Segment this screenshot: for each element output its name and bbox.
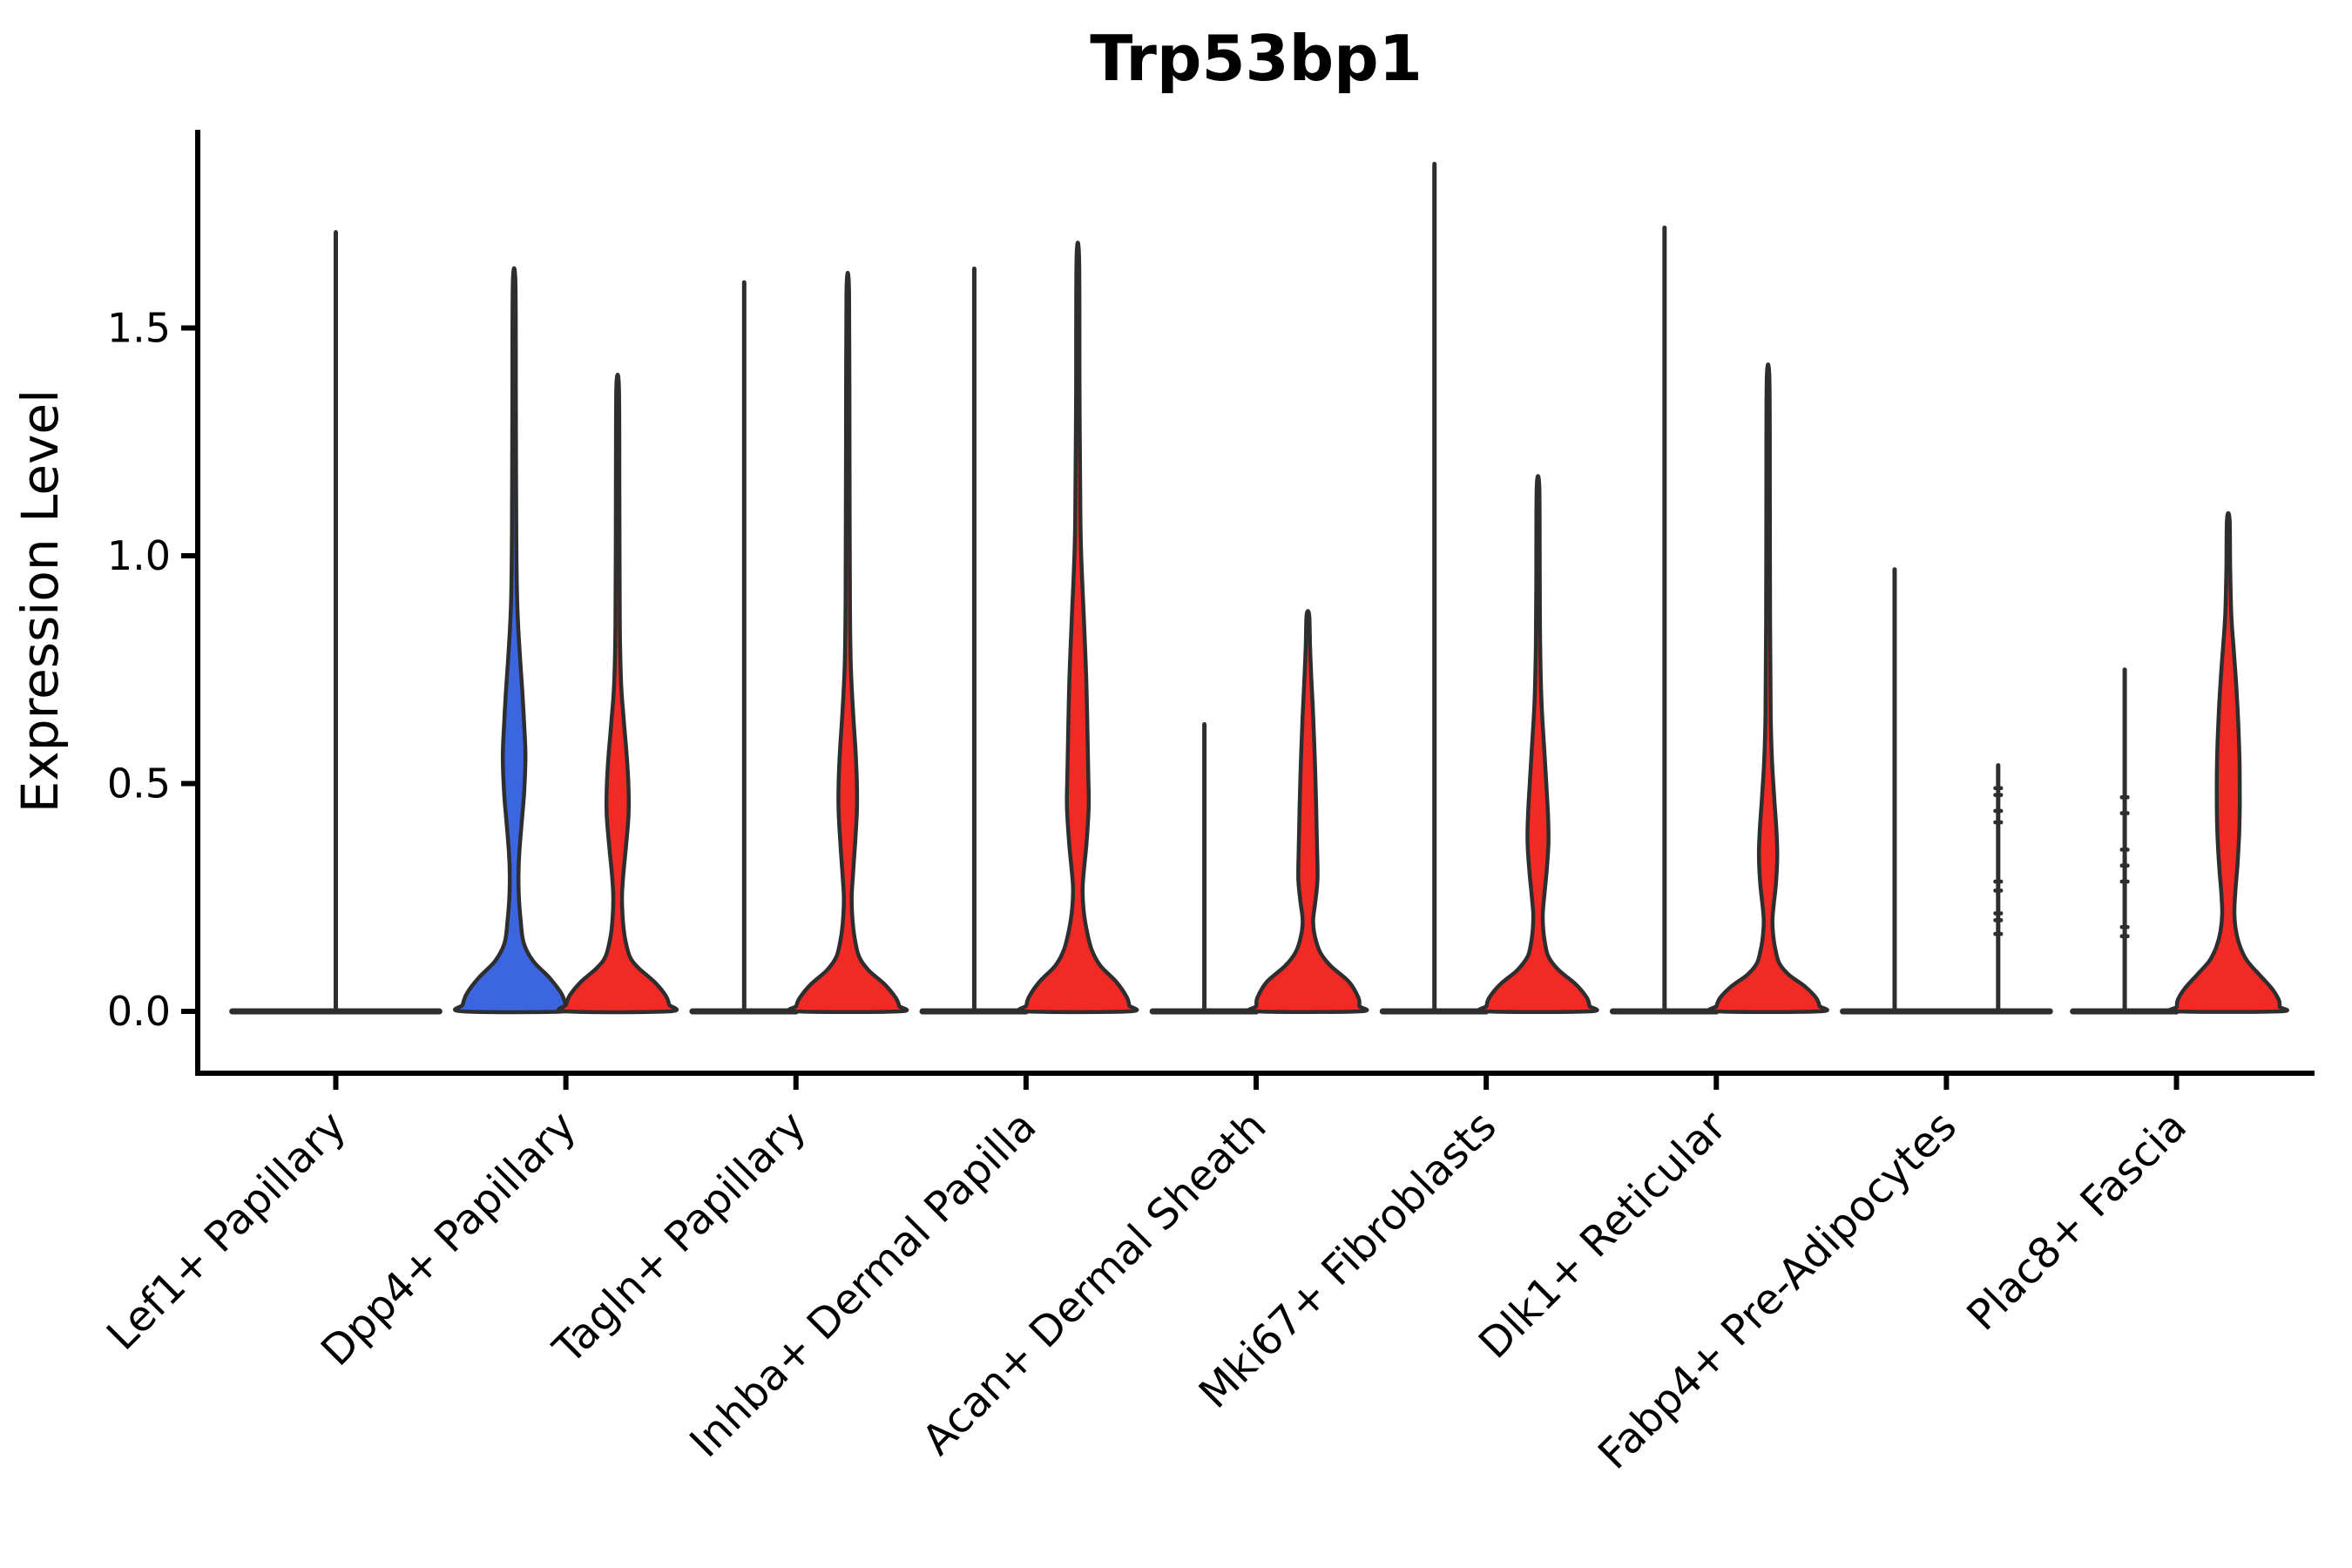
- expression-point-mark: [2119, 811, 2130, 815]
- expression-point-mark: [1993, 911, 2004, 916]
- expression-point-mark: [2119, 848, 2130, 852]
- chart-title: Trp53bp1: [1090, 22, 1423, 95]
- violin-left-Dpp4+ Papillary: [453, 266, 576, 1015]
- violin-right-Inhba+ Dermal Papilla: [1017, 240, 1139, 1015]
- expression-point-mark: [1993, 918, 2004, 923]
- expression-point-mark: [1993, 889, 2004, 893]
- expression-point-mark: [1993, 931, 2004, 936]
- y-tick-label: 0.5: [107, 760, 171, 808]
- violin-right-Plac8+ Fascia: [2167, 510, 2289, 1014]
- expression-point-mark: [2119, 794, 2130, 800]
- y-tick-label: 0.0: [107, 988, 171, 1035]
- x-axis-category-label: Plac8+ Fascia: [1957, 1102, 2196, 1341]
- violin-right-Dpp4+ Papillary: [556, 372, 679, 1015]
- violin-right-Tagln+ Papillary: [787, 270, 909, 1014]
- violin-right-Dlk1+ Reticular: [1707, 362, 1829, 1014]
- expression-point-mark: [1993, 786, 2004, 790]
- expression-point-mark: [1993, 820, 2004, 825]
- x-axis-category-label: Lef1+ Papillary: [98, 1102, 355, 1360]
- violin-right-Acan+ Dermal Sheath: [1247, 609, 1369, 1014]
- expression-point-mark: [2119, 924, 2130, 929]
- y-tick-label: 1.5: [107, 305, 171, 352]
- expression-point-mark: [2119, 863, 2130, 868]
- expression-point-mark: [2119, 934, 2130, 938]
- expression-point-mark: [1993, 793, 2004, 797]
- violin-right-Mki67+ Fibroblasts: [1477, 474, 1599, 1014]
- expression-point-mark: [1993, 808, 2004, 814]
- x-axis-category-label: Dlk1+ Reticular: [1470, 1102, 1736, 1369]
- x-axis-category-label: Tagln+ Papillary: [544, 1102, 815, 1374]
- expression-point-mark: [2119, 879, 2130, 884]
- x-axis-category-label: Dpp4+ Papillary: [312, 1102, 585, 1375]
- y-tick-label: 1.0: [107, 532, 171, 579]
- expression-point-mark: [1993, 879, 2004, 884]
- y-axis-label: Expression Level: [10, 389, 70, 813]
